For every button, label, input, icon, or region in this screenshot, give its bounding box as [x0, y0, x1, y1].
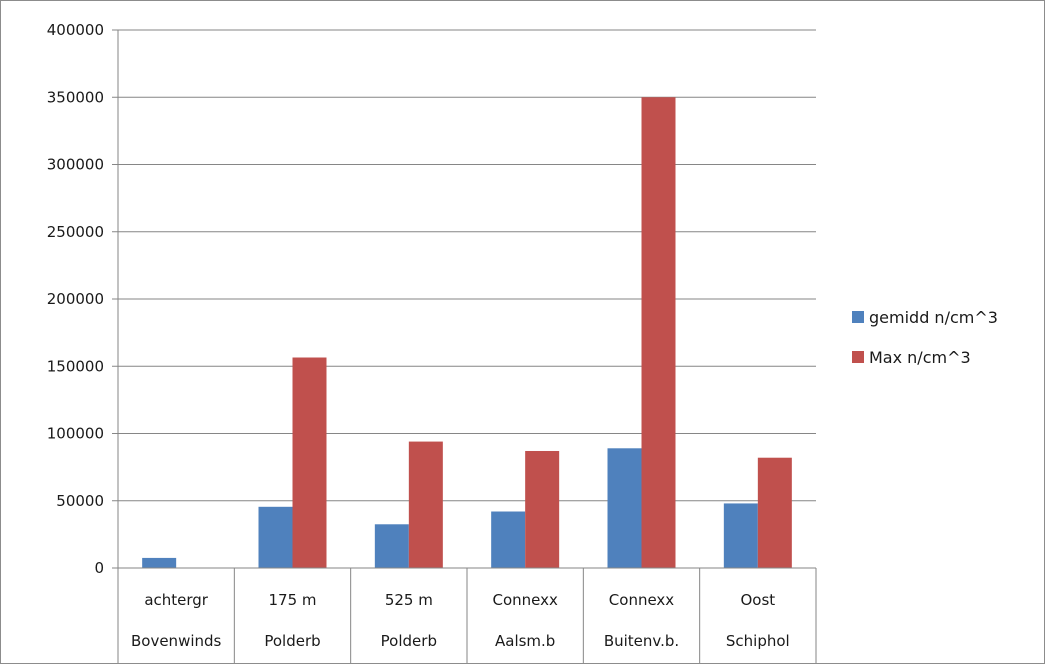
y-axis-ticks: 0 50000 100000 150000 200000 250000 300000 3500…	[47, 21, 118, 577]
legend-label: Max n/cm^3	[869, 348, 971, 367]
bar-gemidd	[491, 511, 526, 568]
bar-max	[757, 457, 792, 568]
x-tick-label: Aalsm.b	[495, 632, 555, 650]
y-tick-label: 200000	[47, 290, 104, 308]
x-tick-label: Connexx	[492, 591, 558, 609]
x-tick-label: Oost	[740, 591, 775, 609]
x-tick-label: Schiphol	[726, 632, 790, 650]
bar-gemidd	[607, 448, 642, 568]
y-tick-label: 100000	[47, 425, 104, 443]
bar-gemidd	[142, 557, 177, 568]
bar-max	[525, 450, 560, 568]
gridlines	[118, 29, 816, 502]
y-tick-label: 300000	[47, 156, 104, 174]
bar-gemidd	[374, 524, 409, 568]
bars	[142, 97, 792, 568]
x-axis-labels: achtergr Bovenwinds 175 m Polderb 525 m Polde…	[131, 591, 790, 650]
x-tick-label: 525 m	[385, 591, 433, 609]
legend-swatch	[852, 351, 864, 363]
bar-max	[292, 357, 327, 568]
y-tick-label: 350000	[47, 88, 104, 106]
x-tick-label: 175 m	[268, 591, 316, 609]
bar-gemidd	[258, 506, 293, 568]
legend-label: gemidd n/cm^3	[869, 308, 998, 327]
bar-max	[408, 441, 443, 568]
x-tick-label: achtergr	[144, 591, 208, 609]
legend-swatch	[852, 311, 864, 323]
y-tick-label: 250000	[47, 223, 104, 241]
x-tick-label: Polderb	[264, 632, 320, 650]
x-tick-label: Connexx	[609, 591, 675, 609]
y-tick-label: 0	[94, 559, 104, 577]
y-tick-label: 50000	[56, 492, 104, 510]
y-tick-label: 150000	[47, 357, 104, 375]
x-tick-label: Buitenv.b.	[604, 632, 679, 650]
bar-max	[641, 97, 676, 568]
x-tick-label: Polderb	[381, 632, 437, 650]
y-tick-label: 400000	[47, 21, 104, 39]
axes	[117, 30, 817, 663]
legend: gemidd n/cm^3 Max n/cm^3	[852, 308, 998, 367]
bar-gemidd	[723, 503, 758, 568]
x-tick-label: Bovenwinds	[131, 632, 222, 650]
